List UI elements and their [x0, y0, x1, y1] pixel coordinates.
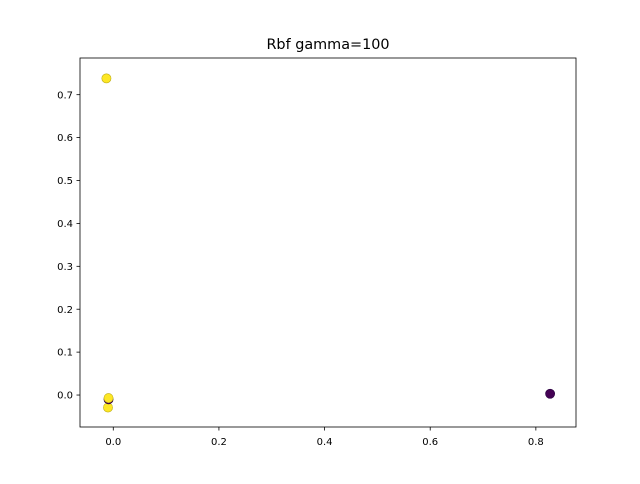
chart-title: Rbf gamma=100 — [266, 37, 389, 53]
x-tick-label-4: 0.8 — [528, 437, 544, 448]
y-tick-label-3: 0.3 — [57, 262, 73, 273]
plot-frame — [79, 57, 577, 428]
axes-layer: 0.0 0.2 0.4 0.6 0.8 0.0 0.1 0.2 0.3 0.4 0.5 0.6 0.7 — [57, 57, 577, 448]
y-tick-label-4: 0.4 — [57, 219, 73, 230]
y-tick-label-1: 0.1 — [57, 348, 73, 359]
x-tick-label-1: 0.2 — [211, 437, 227, 448]
y-tick-label-2: 0.2 — [57, 305, 73, 316]
scatter-point-3 — [103, 393, 114, 403]
x-tick-label-3: 0.6 — [422, 437, 438, 448]
x-tick-label-2: 0.4 — [317, 437, 333, 448]
y-tick-label-0: 0.0 — [57, 391, 73, 402]
scatter-point-1 — [103, 402, 113, 413]
scatter-point-0 — [101, 73, 112, 84]
x-tick-label-0: 0.0 — [105, 437, 121, 448]
y-tick-label-5: 0.5 — [57, 176, 73, 187]
scatter-point-4 — [545, 388, 556, 399]
y-tick-label-6: 0.6 — [57, 133, 73, 144]
points-layer — [101, 73, 556, 413]
y-tick-label-7: 0.7 — [57, 90, 73, 101]
